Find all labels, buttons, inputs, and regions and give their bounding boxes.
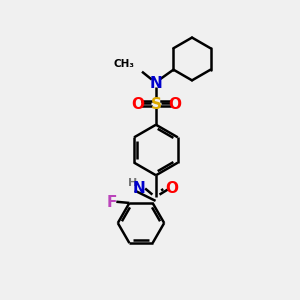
Text: O: O — [165, 182, 178, 196]
Text: O: O — [168, 97, 181, 112]
Text: N: N — [133, 181, 146, 196]
Text: H: H — [128, 178, 137, 188]
Text: S: S — [150, 97, 161, 112]
Text: CH₃: CH₃ — [114, 59, 135, 69]
Text: F: F — [107, 195, 117, 210]
Text: O: O — [131, 97, 144, 112]
Text: N: N — [150, 76, 162, 91]
